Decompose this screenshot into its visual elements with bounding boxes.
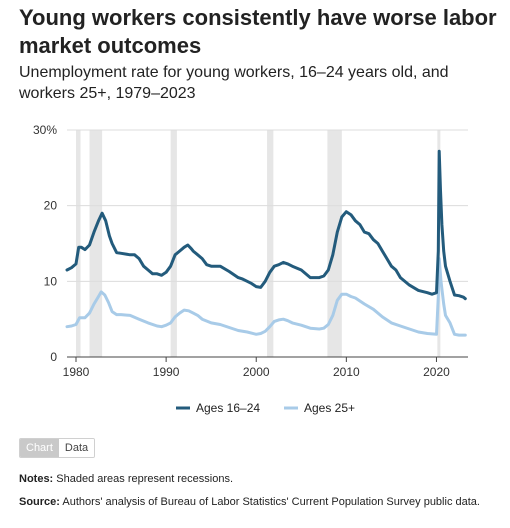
y-tick-label: 30% — [33, 123, 57, 137]
y-axis-ticks: 0 10 20 30% — [33, 123, 57, 364]
x-tick-label: 1990 — [153, 365, 180, 379]
x-axis-ticks: 1980 1990 2000 2010 2020 — [63, 357, 450, 379]
legend-item-older: Ages 25+ — [304, 401, 355, 415]
view-toggle[interactable]: Chart Data — [19, 438, 96, 458]
x-tick-label: 2000 — [243, 365, 270, 379]
series-line-older — [65, 257, 467, 337]
series-line-young — [65, 149, 467, 301]
series-lines — [65, 149, 467, 337]
x-tick-label: 2010 — [333, 365, 360, 379]
chart-tab[interactable]: Chart — [20, 439, 59, 457]
x-tick-label: 1980 — [63, 365, 90, 379]
y-tick-label: 10 — [44, 274, 58, 288]
legend-item-young: Ages 16–24 — [196, 401, 260, 415]
data-tab[interactable]: Data — [58, 439, 95, 457]
recession-band — [170, 130, 177, 357]
line-chart: 0 10 20 30% 1980 1990 2000 2010 2020 Ages 16–24… — [33, 123, 468, 415]
recession-band — [76, 130, 81, 357]
source-label: Source: — [19, 496, 60, 508]
notes: Notes: Shaded areas represent recessions… — [19, 471, 499, 487]
notes-label: Notes: — [19, 473, 54, 485]
y-tick-label: 20 — [44, 199, 58, 213]
recession-band — [89, 130, 103, 357]
chart-subtitle: Unemployment rate for young workers, 16–… — [19, 64, 449, 102]
recession-band — [267, 130, 274, 357]
legend[interactable]: Ages 16–24 Ages 25+ — [176, 401, 355, 415]
source-text: Authors' analysis of Bureau of Labor Sta… — [62, 496, 480, 508]
recession-bands — [76, 130, 441, 357]
grid-lines — [67, 129, 468, 358]
source: Source: Authors' analysis of Bureau of L… — [19, 494, 499, 510]
chart-title: Young workers consistently have worse la… — [19, 5, 497, 58]
notes-text: Shaded areas represent recessions. — [56, 473, 234, 485]
y-tick-label: 0 — [50, 350, 57, 364]
x-tick-label: 2020 — [423, 365, 450, 379]
